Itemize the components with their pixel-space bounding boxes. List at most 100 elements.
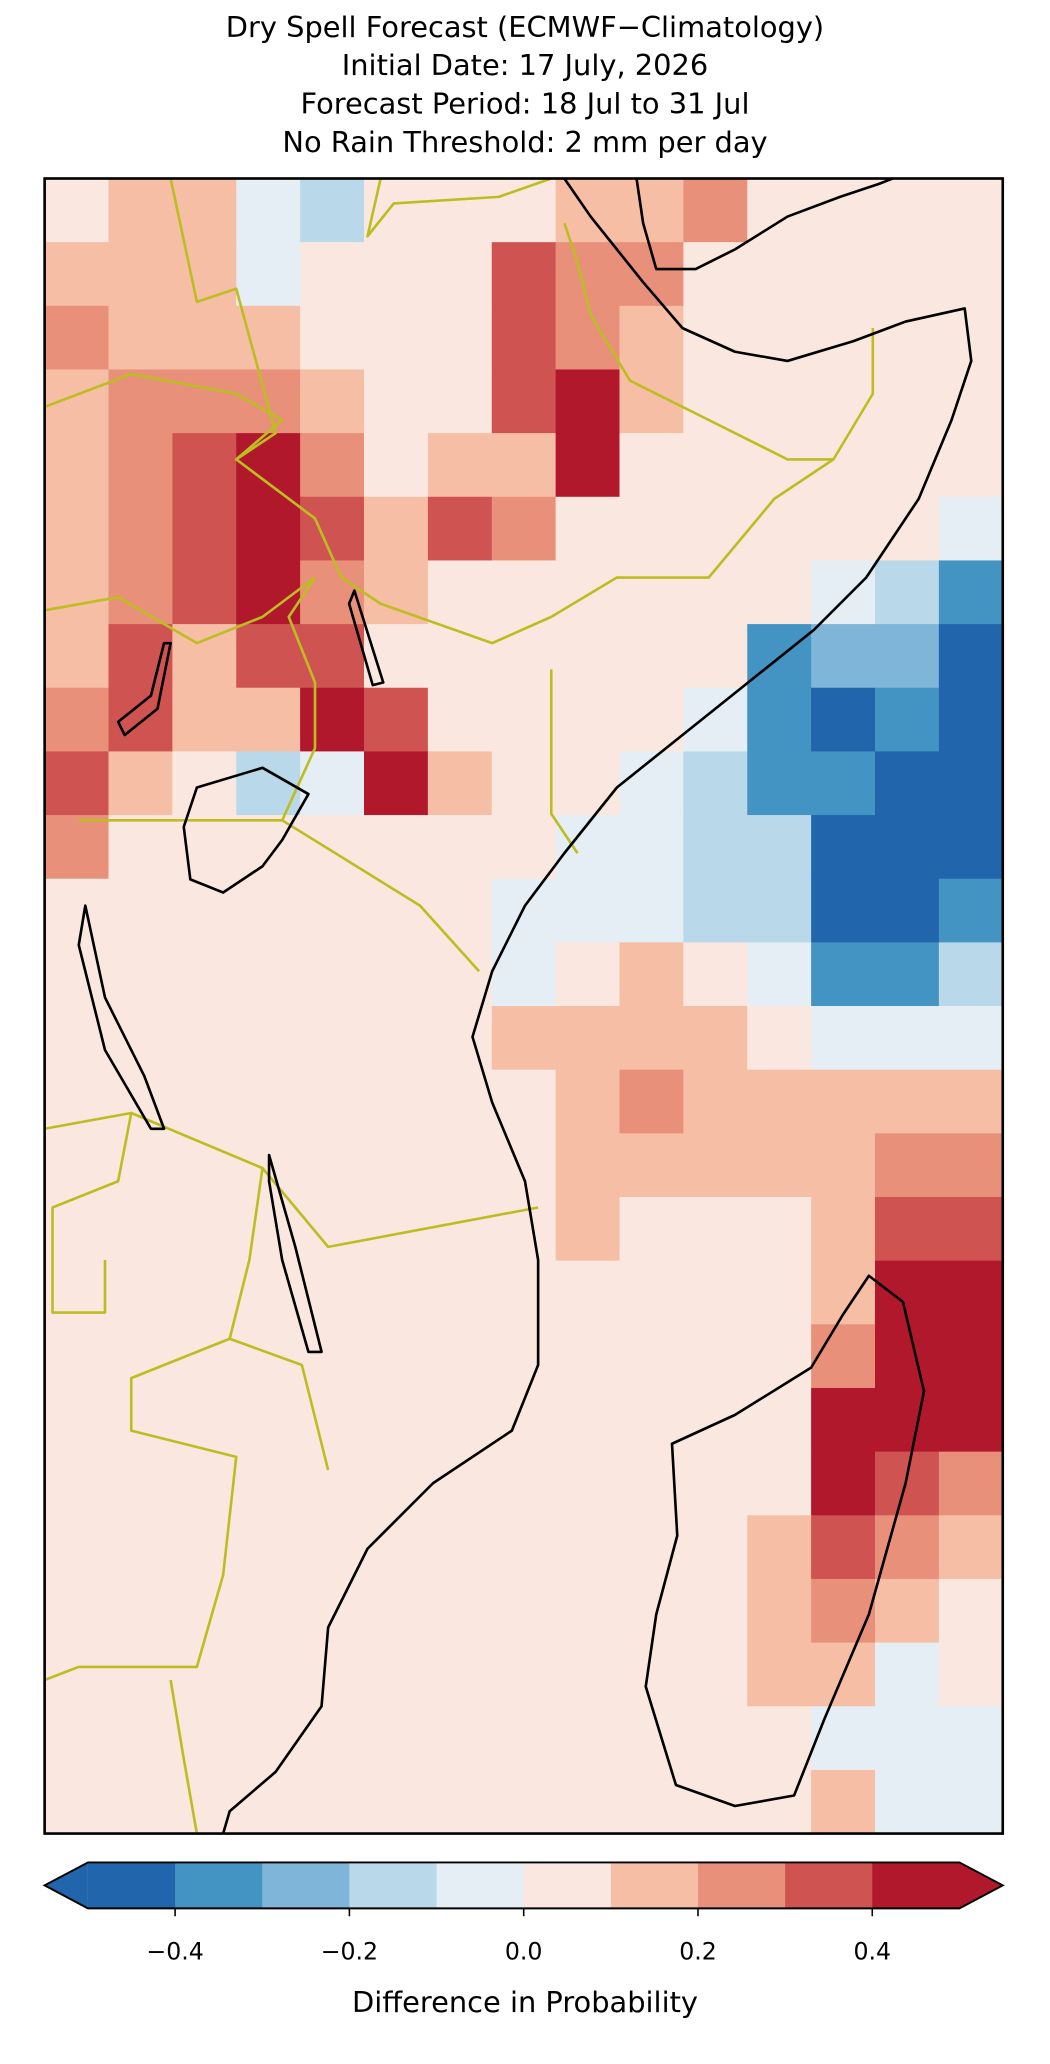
cell [236, 1515, 301, 1580]
cell [811, 1069, 876, 1135]
cell [427, 1324, 493, 1389]
cell [364, 687, 429, 753]
cell [427, 751, 493, 816]
cell [811, 1197, 876, 1262]
cell [44, 751, 110, 816]
cell [236, 369, 301, 434]
cell [44, 878, 110, 944]
cell [300, 433, 365, 498]
colorbar-segment [262, 1862, 350, 1909]
cell [172, 1769, 237, 1835]
cell [811, 1578, 876, 1644]
cell [44, 1260, 110, 1325]
cell [364, 1515, 429, 1580]
cell [427, 496, 493, 562]
cell [875, 1197, 940, 1262]
cell [491, 1769, 557, 1835]
colorbar-outline [42, 1861, 1005, 1910]
lake-albert [116, 641, 172, 737]
cell [300, 1133, 365, 1198]
cell [427, 1197, 493, 1262]
cell [236, 1387, 301, 1453]
cell [364, 942, 429, 1007]
cell [683, 305, 748, 371]
cell [44, 1769, 110, 1835]
cell [491, 687, 557, 753]
cell [427, 242, 493, 307]
cell [555, 496, 621, 562]
cell [555, 942, 621, 1007]
cell [811, 1324, 876, 1389]
cell [619, 815, 685, 880]
colorbar-segment [610, 1862, 699, 1909]
cell [683, 242, 748, 307]
cell [938, 242, 1004, 307]
cell [811, 1387, 876, 1453]
cell [364, 1133, 429, 1198]
cell [875, 751, 940, 816]
cell [938, 1578, 1004, 1644]
cell [683, 942, 748, 1007]
cell [683, 815, 748, 880]
cell [875, 560, 940, 625]
cell [747, 496, 812, 562]
cell [300, 815, 365, 880]
cell [619, 1706, 685, 1771]
lake-tanganyika [77, 904, 166, 1131]
cell [875, 1769, 940, 1835]
cell [44, 1387, 110, 1453]
cell [427, 878, 493, 944]
cell [938, 433, 1004, 498]
cell [300, 305, 365, 371]
country-border [44, 576, 316, 645]
cell [491, 1451, 557, 1516]
cell [875, 1706, 940, 1771]
cell [108, 560, 174, 625]
cell [300, 878, 365, 944]
cell [364, 1451, 429, 1516]
cell [44, 815, 110, 880]
colorbar-segment [697, 1862, 786, 1909]
cell [300, 1260, 365, 1325]
cell [747, 1006, 812, 1071]
cell [364, 369, 429, 434]
cell [875, 687, 940, 753]
cell [555, 1515, 621, 1580]
cell [555, 1133, 621, 1198]
cell [491, 878, 557, 944]
cell [811, 496, 876, 562]
cell [619, 624, 685, 689]
cell [427, 1006, 493, 1071]
cell [364, 242, 429, 307]
cell [683, 878, 748, 944]
cell [938, 1451, 1004, 1516]
cell [875, 369, 940, 434]
cell [44, 687, 110, 753]
cell [44, 1515, 110, 1580]
cell [811, 624, 876, 689]
cell [619, 305, 685, 371]
colorbar-tick-label: −0.2 [321, 1938, 378, 1966]
cell [427, 1260, 493, 1325]
cell [619, 942, 685, 1007]
colorbar-tick-label: 0.2 [679, 1938, 717, 1966]
cell [555, 1769, 621, 1835]
cell [236, 1578, 301, 1644]
lake-malawi [267, 1153, 323, 1354]
cell [108, 878, 174, 944]
cell [683, 624, 748, 689]
cell [683, 1515, 748, 1580]
cell [875, 1069, 940, 1135]
cell [300, 687, 365, 753]
cell [44, 1006, 110, 1071]
cell [555, 1260, 621, 1325]
cell [427, 1769, 493, 1835]
cell [300, 1642, 365, 1707]
cell [938, 1515, 1004, 1580]
cell [683, 1197, 748, 1262]
cell [938, 1706, 1004, 1771]
cell [938, 1260, 1004, 1325]
cell [364, 1260, 429, 1325]
cell [44, 560, 110, 625]
cell [364, 1642, 429, 1707]
